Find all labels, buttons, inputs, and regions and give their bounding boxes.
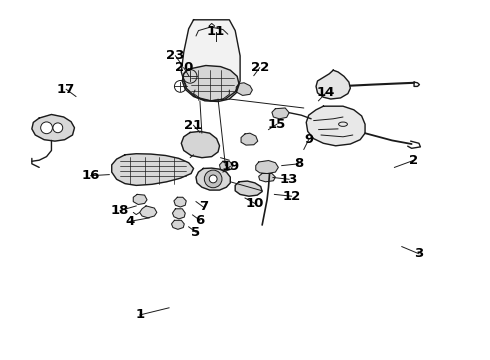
Polygon shape — [133, 194, 147, 204]
Text: 14: 14 — [317, 86, 335, 99]
Polygon shape — [174, 197, 186, 207]
Text: 18: 18 — [111, 204, 129, 217]
Circle shape — [41, 122, 52, 134]
Polygon shape — [259, 174, 275, 182]
Text: 3: 3 — [415, 247, 423, 260]
Text: 23: 23 — [166, 49, 185, 62]
Text: 10: 10 — [245, 197, 264, 210]
Polygon shape — [182, 66, 239, 102]
Polygon shape — [140, 206, 157, 218]
Polygon shape — [272, 108, 289, 119]
Polygon shape — [181, 131, 220, 158]
Text: 17: 17 — [57, 83, 75, 96]
Text: 15: 15 — [268, 118, 286, 131]
Text: 9: 9 — [304, 133, 313, 146]
Text: 16: 16 — [81, 169, 100, 182]
Polygon shape — [196, 168, 230, 190]
Text: 8: 8 — [294, 157, 303, 170]
Text: 5: 5 — [192, 226, 200, 239]
Circle shape — [204, 170, 222, 188]
Text: 1: 1 — [135, 309, 144, 321]
Polygon shape — [32, 114, 74, 141]
Polygon shape — [112, 154, 194, 185]
Text: 19: 19 — [221, 160, 240, 173]
Text: 7: 7 — [199, 201, 208, 213]
Polygon shape — [172, 209, 185, 219]
Text: 13: 13 — [280, 173, 298, 186]
Polygon shape — [181, 20, 240, 101]
Polygon shape — [316, 70, 350, 99]
Polygon shape — [236, 83, 252, 95]
Polygon shape — [256, 161, 278, 174]
Text: 20: 20 — [174, 61, 193, 74]
Text: 2: 2 — [410, 154, 418, 167]
Circle shape — [209, 175, 217, 183]
Text: 22: 22 — [250, 61, 269, 74]
Polygon shape — [172, 220, 184, 229]
Polygon shape — [241, 133, 258, 145]
Circle shape — [53, 123, 63, 133]
Text: 4: 4 — [125, 215, 134, 228]
Text: 12: 12 — [282, 190, 301, 203]
Text: 11: 11 — [206, 25, 225, 38]
Polygon shape — [306, 106, 365, 146]
Text: 21: 21 — [184, 119, 203, 132]
Text: 6: 6 — [196, 214, 204, 227]
Polygon shape — [235, 181, 262, 196]
Polygon shape — [220, 161, 233, 171]
